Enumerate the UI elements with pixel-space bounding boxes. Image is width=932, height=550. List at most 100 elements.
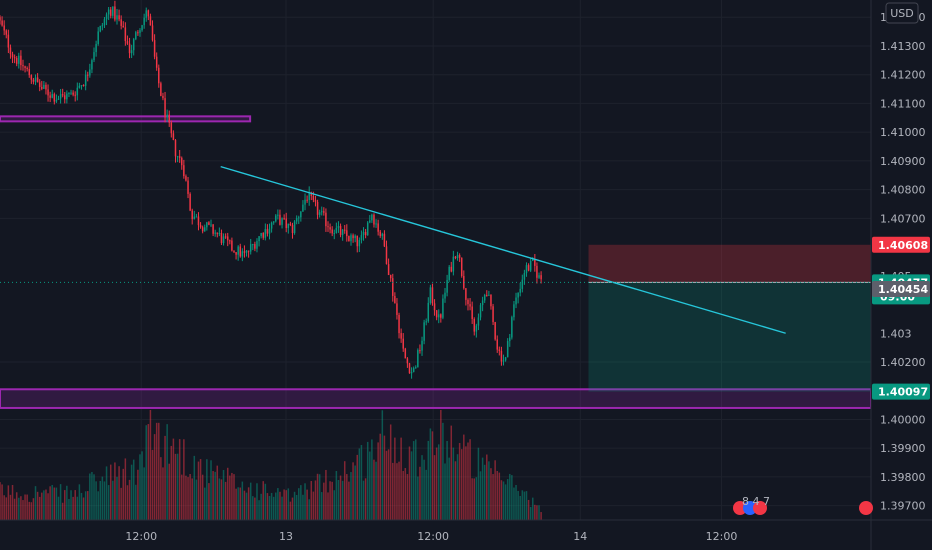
candle-body[interactable] (320, 211, 323, 213)
candle-body[interactable] (469, 304, 471, 307)
candle-body[interactable] (331, 229, 333, 234)
candle-body[interactable] (226, 236, 229, 241)
candle-body[interactable] (15, 57, 18, 64)
candle-body[interactable] (366, 222, 369, 236)
candle-body[interactable] (22, 65, 24, 67)
candle-body[interactable] (212, 224, 214, 234)
candle-body[interactable] (504, 357, 507, 361)
candle-body[interactable] (170, 122, 173, 134)
candle-body[interactable] (55, 99, 58, 102)
candle-body[interactable] (99, 25, 102, 32)
candle-body[interactable] (302, 204, 304, 212)
candle-body[interactable] (252, 244, 254, 246)
stop-loss-area[interactable] (588, 244, 871, 283)
candle-body[interactable] (105, 14, 108, 20)
candle-body[interactable] (488, 294, 490, 296)
candle-body[interactable] (262, 232, 264, 238)
candle-body[interactable] (419, 350, 421, 352)
candle-body[interactable] (264, 229, 267, 238)
candle-body[interactable] (348, 236, 350, 242)
candle-body[interactable] (272, 221, 275, 223)
candle-body[interactable] (329, 227, 331, 230)
candle-body[interactable] (176, 156, 179, 158)
candle-body[interactable] (527, 265, 530, 271)
candle-body[interactable] (91, 60, 93, 70)
candle-body[interactable] (147, 10, 150, 17)
candle-body[interactable] (72, 92, 74, 95)
candle-body[interactable] (68, 92, 70, 94)
candle-body[interactable] (463, 275, 465, 289)
candle-body[interactable] (57, 98, 60, 100)
candle-body[interactable] (195, 216, 198, 218)
candle-body[interactable] (49, 95, 51, 98)
candle-body[interactable] (43, 84, 45, 89)
candle-body[interactable] (231, 240, 233, 251)
candle-body[interactable] (208, 222, 210, 225)
candle-body[interactable] (143, 17, 145, 26)
candle-body[interactable] (343, 229, 346, 231)
candle-body[interactable] (34, 77, 37, 82)
candle-body[interactable] (369, 220, 371, 223)
candle-body[interactable] (28, 69, 30, 76)
candle-body[interactable] (534, 259, 536, 266)
candle-body[interactable] (20, 55, 22, 66)
candle-body[interactable] (166, 114, 168, 118)
candle-body[interactable] (124, 27, 127, 42)
candle-body[interactable] (356, 235, 359, 247)
candle-body[interactable] (452, 256, 455, 272)
candle-body[interactable] (235, 252, 237, 255)
candlesticks[interactable] (0, 0, 542, 379)
candle-body[interactable] (490, 294, 492, 307)
candle-body[interactable] (509, 337, 511, 342)
candle-body[interactable] (454, 256, 457, 259)
candle-body[interactable] (442, 298, 444, 318)
candle-body[interactable] (364, 231, 367, 236)
candle-body[interactable] (128, 43, 131, 54)
candle-body[interactable] (51, 94, 53, 98)
candle-body[interactable] (47, 89, 49, 96)
candle-body[interactable] (95, 44, 97, 53)
candle-body[interactable] (103, 19, 106, 26)
candle-body[interactable] (181, 157, 183, 166)
candle-body[interactable] (318, 212, 321, 215)
candle-body[interactable] (268, 228, 271, 234)
candle-body[interactable] (86, 74, 89, 76)
candle-body[interactable] (277, 214, 279, 216)
candle-body[interactable] (229, 240, 231, 242)
candle-body[interactable] (410, 371, 413, 374)
candle-body[interactable] (350, 235, 352, 242)
candle-body[interactable] (93, 52, 95, 61)
candle-body[interactable] (310, 192, 313, 196)
candle-body[interactable] (323, 211, 325, 213)
candle-body[interactable] (11, 54, 14, 58)
candle-body[interactable] (13, 57, 16, 59)
candle-body[interactable] (479, 305, 482, 318)
candle-body[interactable] (327, 226, 329, 228)
candle-body[interactable] (316, 201, 319, 215)
candle-body[interactable] (335, 227, 338, 233)
candle-body[interactable] (270, 222, 273, 229)
candle-body[interactable] (239, 246, 242, 257)
candle-body[interactable] (61, 94, 64, 96)
candle-body[interactable] (1, 20, 3, 26)
candle-body[interactable] (521, 279, 524, 289)
candle-body[interactable] (283, 218, 285, 220)
candle-body[interactable] (483, 295, 486, 301)
candle-body[interactable] (325, 212, 327, 227)
candle-body[interactable] (199, 225, 202, 228)
candle-body[interactable] (258, 236, 260, 242)
candle-body[interactable] (375, 223, 377, 225)
candle-body[interactable] (400, 333, 402, 339)
candle-body[interactable] (109, 9, 112, 16)
candle-body[interactable] (289, 223, 292, 226)
candle-body[interactable] (80, 85, 83, 87)
candle-body[interactable] (241, 251, 244, 257)
candle-body[interactable] (32, 79, 35, 82)
candle-body[interactable] (191, 210, 193, 220)
candle-body[interactable] (415, 367, 417, 369)
candle-body[interactable] (354, 235, 356, 239)
candle-body[interactable] (275, 215, 277, 222)
candle-body[interactable] (101, 25, 104, 27)
currency-badge[interactable]: USD (885, 2, 919, 24)
candle-body[interactable] (116, 15, 118, 20)
